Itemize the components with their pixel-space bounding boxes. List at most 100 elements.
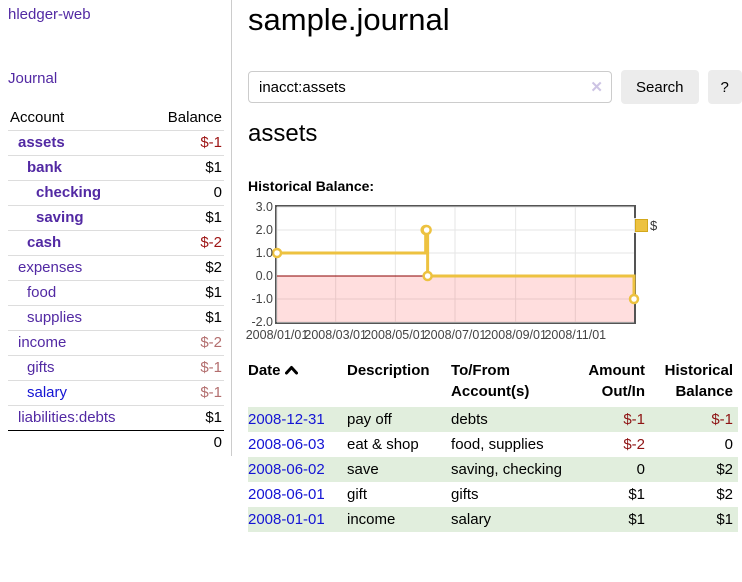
account-row: gifts $-1	[8, 355, 224, 381]
account-balance: $-1	[149, 380, 224, 406]
y-axis-tick-label: -2.0	[251, 315, 273, 329]
sort-ascending-icon	[284, 361, 298, 382]
account-row: assets $-1	[8, 130, 224, 156]
account-row: liabilities:debts $1	[8, 405, 224, 431]
txn-balance: 0	[724, 436, 733, 453]
y-axis-tick-label: 2.0	[255, 223, 273, 237]
column-header-description[interactable]: Description	[347, 362, 430, 379]
account-link-checking[interactable]: checking	[36, 184, 102, 201]
txn-date-link[interactable]: 2008-01-01	[248, 511, 325, 528]
account-link-gifts[interactable]: gifts	[27, 359, 55, 376]
txn-date-link[interactable]: 2008-12-31	[248, 411, 325, 428]
txn-balance: $2	[716, 486, 733, 503]
account-row: income $-2	[8, 330, 224, 356]
txn-description: eat & shop	[347, 436, 419, 453]
txn-accounts: saving, checking	[451, 461, 562, 478]
txn-date-link[interactable]: 2008-06-01	[248, 486, 325, 503]
txn-balance: $-1	[711, 411, 733, 428]
register-row: 2008-06-02 save saving, checking 0 $2	[248, 457, 738, 482]
y-axis-tick-label: 1.0	[255, 246, 273, 260]
txn-accounts: food, supplies	[451, 436, 544, 453]
txn-accounts: salary	[451, 511, 492, 528]
column-header-accounts[interactable]: To/From Account(s)	[451, 362, 530, 400]
txn-amount: $-1	[623, 411, 645, 428]
account-link-bank[interactable]: bank	[27, 159, 63, 176]
register-row: 2008-06-01 gift gifts $1 $2	[248, 482, 738, 507]
txn-amount: $1	[628, 511, 645, 528]
account-row: saving $1	[8, 205, 224, 231]
accounts-header-balance: Balance	[167, 109, 222, 126]
txn-description: gift	[347, 486, 368, 503]
register-row: 2008-06-03 eat & shop food, supplies $-2…	[248, 432, 738, 457]
column-header-balance[interactable]: Historical Balance	[664, 362, 733, 400]
register-table: Date Description To/From Account(s) Amou…	[248, 360, 738, 532]
sidebar: hledger-web Journal Account Balance asse…	[0, 0, 232, 456]
account-link-supplies[interactable]: supplies	[27, 309, 83, 326]
search-form: ✕ Search ?	[248, 70, 742, 104]
search-button[interactable]: Search	[621, 70, 699, 104]
account-balance: $-2	[149, 230, 224, 256]
x-axis-tick-label: 2008/03/01	[304, 328, 367, 342]
txn-description: save	[347, 461, 379, 478]
account-row: checking 0	[8, 180, 224, 206]
accounts-header-account: Account	[10, 109, 65, 126]
account-link-saving[interactable]: saving	[36, 209, 84, 226]
account-link-assets[interactable]: assets	[18, 134, 65, 151]
register-row: 2008-01-01 income salary $1 $1	[248, 507, 738, 532]
txn-date-link[interactable]: 2008-06-03	[248, 436, 325, 453]
page-title: sample.journal	[248, 2, 450, 37]
brand-link[interactable]: hledger-web	[8, 6, 91, 23]
txn-balance: $1	[716, 511, 733, 528]
column-header-amount[interactable]: Amount Out/In	[588, 362, 645, 400]
account-link-income[interactable]: income	[18, 334, 67, 351]
account-balance: $-1	[149, 355, 224, 381]
column-header-date[interactable]: Date	[248, 360, 347, 407]
clear-search-icon[interactable]: ✕	[590, 79, 603, 96]
register-row: 2008-12-31 pay off debts $-1 $-1	[248, 407, 738, 432]
account-balance: $2	[149, 255, 224, 281]
balance-line-chart	[271, 206, 640, 323]
txn-amount: 0	[636, 461, 645, 478]
account-link-salary[interactable]: salary	[27, 384, 68, 401]
y-axis-tick-label: 0.0	[255, 269, 273, 283]
help-button[interactable]: ?	[707, 70, 742, 104]
search-input[interactable]	[248, 71, 612, 103]
account-row: bank $1	[8, 155, 224, 181]
account-row: cash $-2	[8, 230, 224, 256]
main-content: sample.journal ✕ Search ? assets Histori…	[232, 0, 742, 582]
account-balance: $1	[149, 280, 224, 306]
account-balance: $1	[149, 155, 224, 181]
legend-label: $	[650, 218, 658, 233]
txn-date-link[interactable]: 2008-06-02	[248, 461, 325, 478]
account-link-expenses[interactable]: expenses	[18, 259, 83, 276]
accounts-total-value: 0	[149, 430, 224, 455]
sidebar-item-journal[interactable]: Journal	[8, 70, 58, 87]
account-balance: $1	[149, 405, 224, 431]
y-axis-tick-label: -1.0	[251, 292, 273, 306]
account-balance: 0	[149, 180, 224, 206]
account-link-food[interactable]: food	[27, 284, 57, 301]
accounts-total-row: 0	[8, 430, 224, 455]
x-axis-tick-label: 2008/01/01	[245, 328, 309, 342]
account-heading: assets	[248, 120, 318, 147]
search-box: ✕	[248, 71, 612, 103]
account-balance: $-1	[149, 130, 224, 156]
accounts-table: Account Balance assets $-1 bank $1 check…	[8, 106, 224, 455]
x-axis-tick-label: 2008/11/01	[544, 328, 607, 342]
legend-swatch-icon	[635, 219, 648, 232]
account-row: supplies $1	[8, 305, 224, 331]
account-link-cash[interactable]: cash	[27, 234, 62, 251]
txn-description: pay off	[347, 411, 392, 428]
txn-description: income	[347, 511, 396, 528]
txn-amount: $-2	[623, 436, 645, 453]
account-row: expenses $2	[8, 255, 224, 281]
account-balance: $1	[149, 205, 224, 231]
account-balance: $-2	[149, 330, 224, 356]
x-axis-tick-label: 2008/07/01	[423, 328, 487, 342]
txn-balance: $2	[716, 461, 733, 478]
account-balance: $1	[149, 305, 224, 331]
account-link-liabilities-debts[interactable]: liabilities:debts	[18, 409, 116, 426]
x-axis-tick-label: 2008/05/01	[364, 328, 427, 342]
txn-amount: $1	[628, 486, 645, 503]
chart-legend: $	[634, 218, 659, 233]
